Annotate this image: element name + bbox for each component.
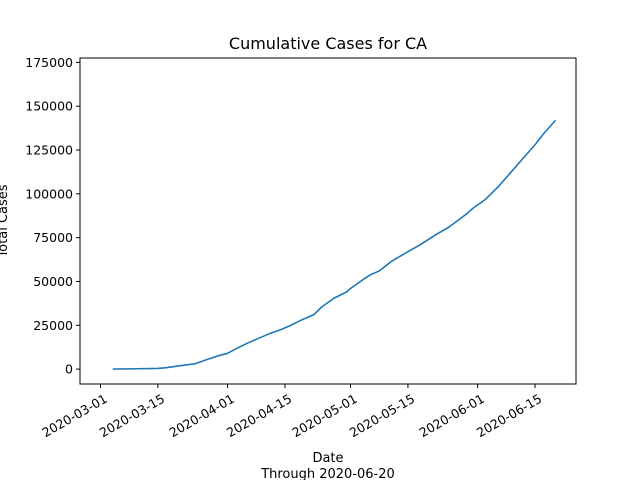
plot-area [112, 119, 557, 370]
y-tick-label: 175000 [25, 55, 73, 70]
y-tick-label: 125000 [25, 143, 73, 158]
x-axis-label: Date [312, 451, 343, 466]
axes-frame [79, 57, 577, 385]
x-tick-label: 2020-03-15 [97, 391, 167, 440]
y-tick-label: 50000 [33, 274, 73, 289]
y-axis: 0 25000 50000 75000 100000 125000 150000 175000 [25, 55, 80, 377]
y-tick-label: 0 [65, 362, 73, 377]
chart-title: Cumulative Cases for CA [229, 34, 427, 53]
y-tick-label: 25000 [33, 318, 73, 333]
x-tick-label: 2020-05-15 [347, 391, 417, 440]
x-tick-label: 2020-04-15 [224, 391, 294, 440]
y-tick-label: 150000 [25, 99, 73, 114]
series-line [112, 119, 557, 370]
x-tick-label: 2020-06-15 [474, 391, 544, 440]
y-tick-label: 75000 [33, 230, 73, 245]
y-axis-label: Total Cases [0, 184, 11, 258]
y-tick-label: 100000 [25, 186, 73, 201]
x-axis-sublabel: Through 2020-06-20 [260, 467, 395, 480]
